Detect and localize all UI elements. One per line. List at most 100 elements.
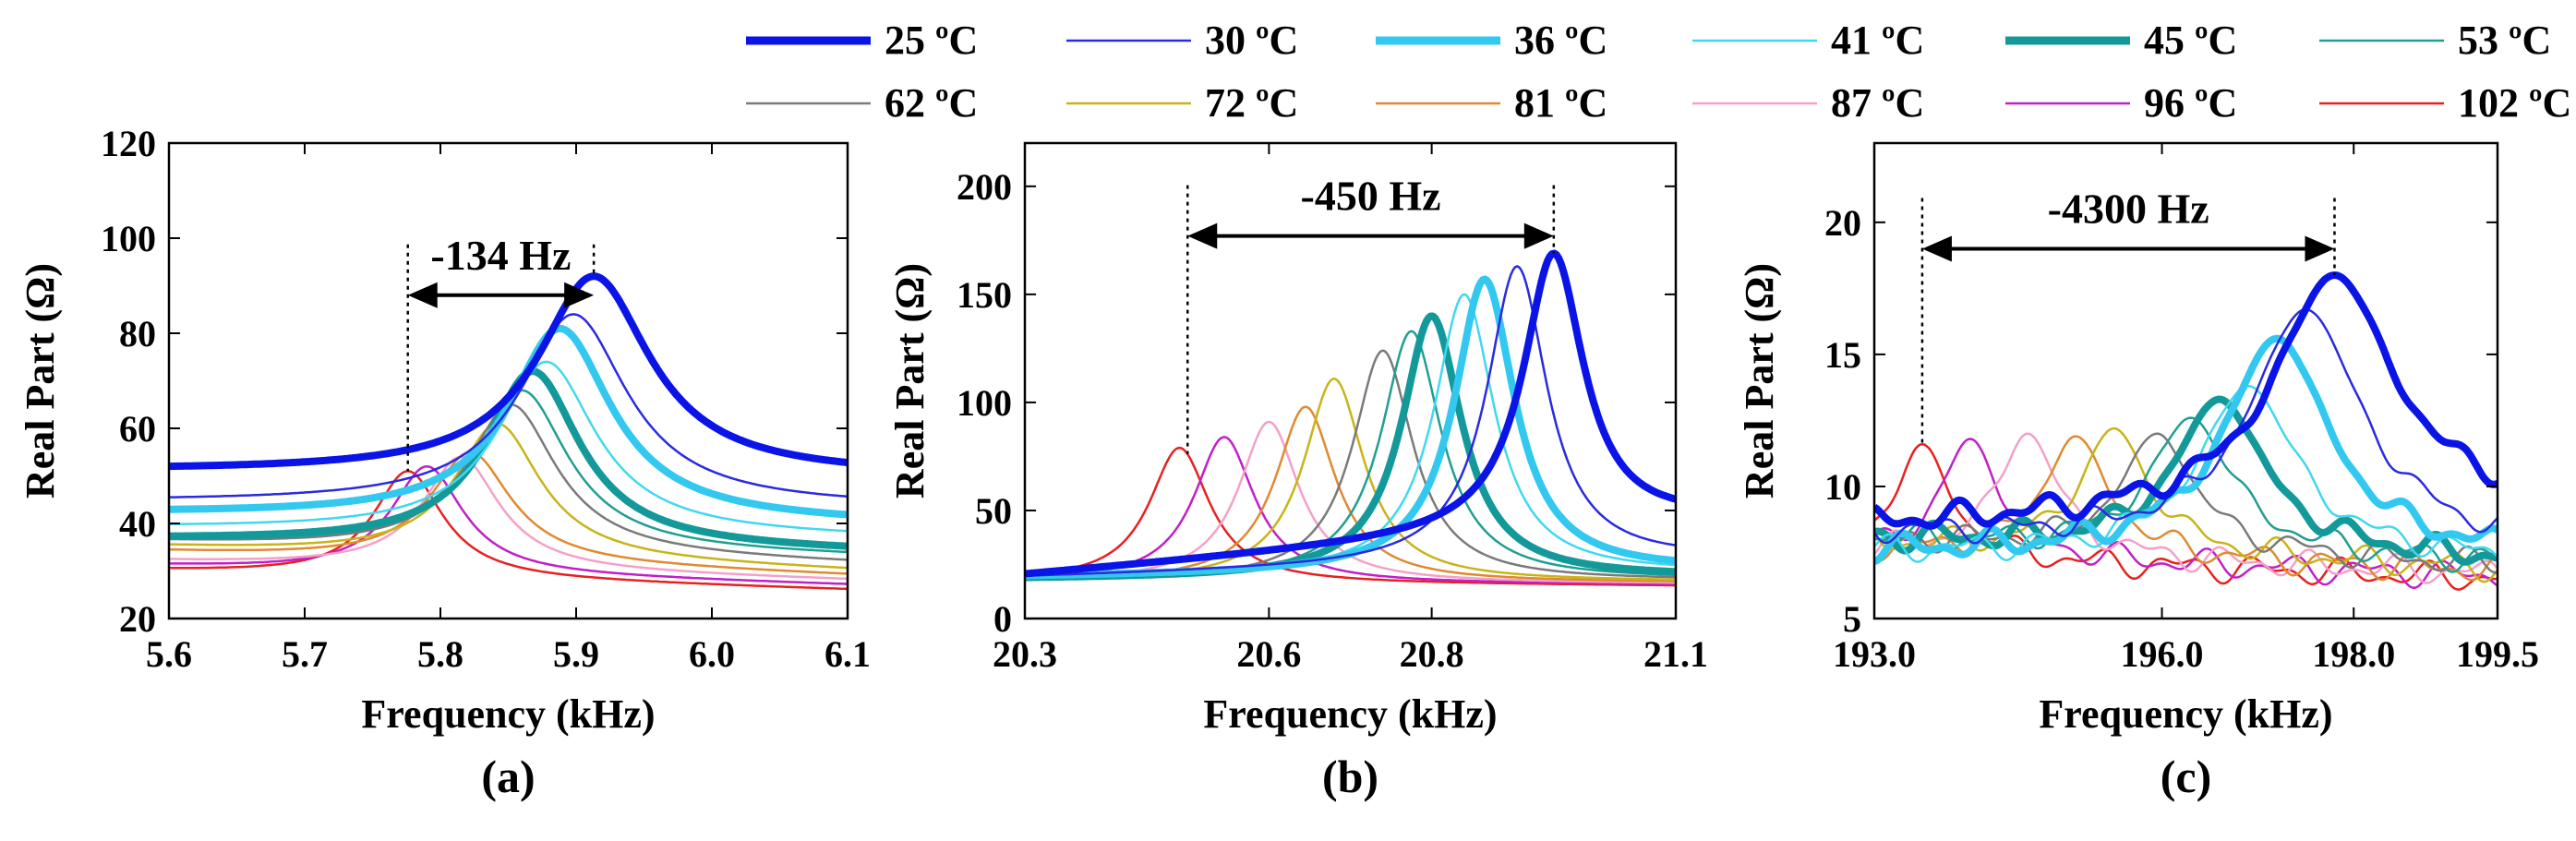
series-line-36c (169, 324, 848, 519)
x-tick-label: 196.0 (2121, 633, 2204, 675)
series-line-30c (1025, 265, 1676, 577)
y-tick-label: 15 (1824, 334, 1861, 376)
y-tick-label: 20 (119, 598, 156, 640)
plot-frame (167, 141, 849, 620)
arrow-head-left (1187, 222, 1218, 249)
series-line-30c (1874, 308, 2498, 545)
legend-entry: 102 ºC (2319, 80, 2571, 126)
shift-annotation: -450 Hz (1301, 173, 1441, 220)
y-tick-label: 80 (119, 313, 156, 354)
legend-label: 45 ºC (2144, 18, 2237, 63)
panel-c: 193.0 196.0 198.0 199.5 5 10 15 20 Frequency (kH… (1737, 141, 2539, 802)
legend-label: 87 ºC (1831, 80, 1924, 126)
x-tick-label: 6.0 (689, 633, 735, 675)
arrow-head-right (1523, 222, 1554, 249)
legend-entry: 30 ºC (1066, 18, 1298, 63)
arrow-head-right (564, 282, 595, 308)
legend-entry: 25 ºC (746, 18, 978, 63)
legend-entry: 36 ºC (1376, 18, 1607, 63)
arrow-head-left (1921, 235, 1952, 262)
y-tick-label: 50 (975, 490, 1012, 532)
y-tick-label: 20 (1824, 202, 1861, 244)
panel-label: (b) (1322, 751, 1378, 802)
legend-entry: 81 ºC (1376, 80, 1607, 126)
legend-entry: 45 ºC (2005, 18, 2237, 63)
y-tick-label: 100 (957, 382, 1012, 424)
legend-label: 41 ºC (1831, 18, 1924, 63)
series-line-102c (1025, 446, 1676, 587)
legend-label: 53 ºC (2458, 18, 2551, 63)
series-group (169, 272, 848, 591)
series-line-62c (1025, 349, 1676, 581)
x-tick-label: 20.3 (993, 633, 1057, 675)
y-tick-label: 60 (119, 408, 156, 450)
y-axis-label: Real Part (Ω) (1737, 263, 1782, 499)
panel-label: (a) (481, 751, 535, 802)
x-tick-label: 20.8 (1400, 633, 1464, 675)
series-line-96c (1874, 438, 2498, 590)
series-line-87c (169, 455, 848, 581)
legend-label: 62 ºC (885, 80, 978, 126)
y-tick-label: 120 (101, 123, 156, 164)
x-tick-label: 5.6 (146, 633, 192, 675)
panel-label: (c) (2161, 751, 2212, 802)
series-line-36c (1874, 334, 2498, 565)
legend-label: 102 ºC (2458, 80, 2571, 126)
series-line-53c (169, 389, 848, 554)
shift-annotation: -134 Hz (430, 232, 571, 279)
series-line-96c (169, 464, 848, 585)
series-line-72c (1874, 427, 2498, 583)
series-line-25c (1874, 271, 2498, 530)
panel-b: 20.3 20.6 20.8 21.1 0 50 100 150 200 Frequency (k… (887, 141, 1708, 802)
plot-frame (1023, 141, 1678, 620)
x-tick-label: 5.9 (553, 633, 599, 675)
legend-entry: 53 ºC (2319, 18, 2551, 63)
y-tick-label: 5 (1843, 598, 1861, 640)
y-axis-label: Real Part (Ω) (887, 263, 933, 499)
legend-label: 81 ºC (1514, 80, 1607, 126)
x-tick-label: 199.5 (2456, 633, 2539, 675)
series-group (1874, 271, 2498, 591)
legend-label: 25 ºC (885, 18, 978, 63)
legend-entry: 96 ºC (2005, 80, 2237, 126)
series-line-72c (169, 422, 848, 570)
series-line-102c (169, 470, 848, 591)
y-tick-label: 200 (957, 166, 1012, 208)
legend-entry: 62 ºC (746, 80, 978, 126)
y-tick-label: 0 (993, 598, 1012, 640)
legend-label: 96 ºC (2144, 80, 2237, 126)
panel-a: 5.6 5.7 5.8 5.9 6.0 6.1 20 40 60 80 100 120 Frequenc… (18, 123, 871, 802)
x-tick-label: 198.0 (2312, 633, 2395, 675)
y-tick-label: 10 (1824, 466, 1861, 508)
legend-entry: 72 ºC (1066, 80, 1298, 126)
x-tick-label: 5.7 (282, 633, 328, 675)
arrow-head-left (407, 282, 438, 308)
legend-label: 30 ºC (1205, 18, 1298, 63)
plot-frame (1872, 141, 2499, 620)
x-axis-label: Frequency (kHz) (1203, 691, 1497, 737)
x-tick-label: 5.8 (417, 633, 463, 675)
x-axis-label: Frequency (kHz) (361, 691, 655, 737)
legend-entry: 41 ºC (1692, 18, 1924, 63)
y-axis-label: Real Part (Ω) (18, 263, 63, 499)
y-tick-label: 150 (957, 274, 1012, 316)
x-tick-label: 193.0 (1833, 633, 1916, 675)
x-tick-label: 6.1 (825, 633, 871, 675)
x-tick-label: 21.1 (1643, 633, 1708, 675)
series-line-87c (1025, 420, 1676, 584)
x-tick-label: 20.6 (1236, 633, 1301, 675)
arrow-head-right (2305, 235, 2335, 262)
series-group (1025, 249, 1676, 587)
series-line-25c (169, 272, 848, 471)
legend: 25 ºC 30 ºC 36 ºC 41 ºC 45 ºC 53 ºC 62 ºC 72 ºC… (746, 18, 2571, 126)
series-line-81c (169, 451, 848, 575)
series-line-30c (169, 313, 848, 499)
legend-label: 72 ºC (1205, 80, 1298, 126)
legend-entry: 87 ºC (1692, 80, 1924, 126)
y-tick-label: 40 (119, 503, 156, 545)
shift-annotation: -4300 Hz (2048, 185, 2209, 232)
legend-label: 36 ºC (1514, 18, 1607, 63)
series-line-25c (1025, 249, 1676, 578)
y-tick-label: 100 (101, 218, 156, 259)
